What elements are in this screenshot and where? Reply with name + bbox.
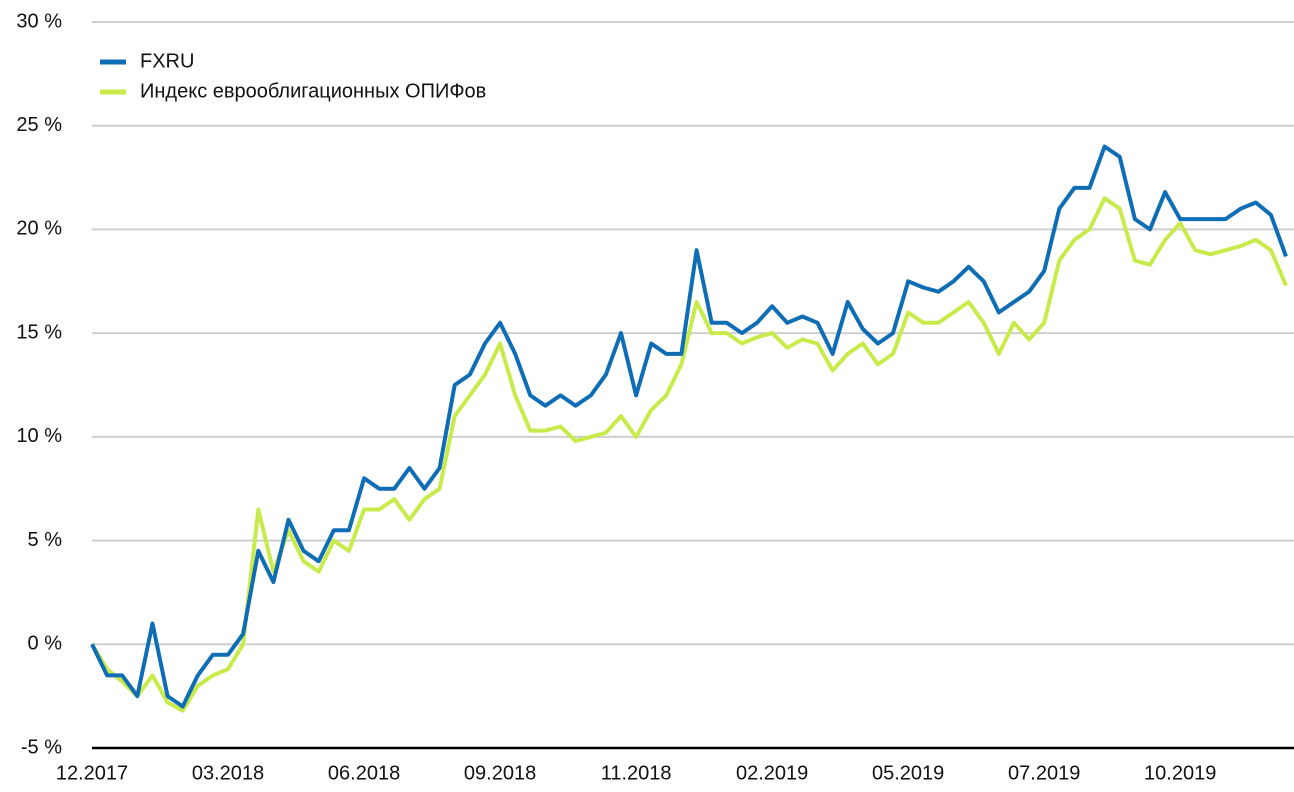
x-tick-label: 03.2018 bbox=[192, 762, 264, 784]
y-tick-label: 0 % bbox=[28, 633, 63, 655]
x-tick-label: 07.2019 bbox=[1008, 762, 1080, 784]
x-tick-label: 11.2018 bbox=[601, 762, 672, 784]
x-tick-label: 09.2018 bbox=[464, 762, 536, 784]
y-tick-label: 20 % bbox=[16, 218, 62, 240]
line-series bbox=[90, 144, 1288, 709]
x-tick-label: 06.2018 bbox=[328, 762, 400, 784]
line-series bbox=[90, 196, 1288, 713]
x-tick-label: 10.2019 bbox=[1144, 762, 1216, 784]
y-tick-label: -5 % bbox=[21, 736, 62, 758]
x-tick-label: 12.2017 bbox=[56, 762, 128, 784]
x-tick-label: 05.2019 bbox=[872, 762, 944, 784]
legend-label: FXRU bbox=[140, 50, 194, 72]
y-tick-label: 10 % bbox=[16, 425, 62, 447]
legend-label: Индекс еврооблигационных ОПИФов bbox=[140, 80, 486, 102]
y-tick-label: 5 % bbox=[28, 529, 63, 551]
x-tick-label: 02.2019 bbox=[736, 762, 808, 784]
y-tick-label: 25 % bbox=[16, 114, 62, 136]
y-tick-label: 30 % bbox=[16, 10, 62, 32]
y-tick-label: 15 % bbox=[16, 321, 62, 343]
